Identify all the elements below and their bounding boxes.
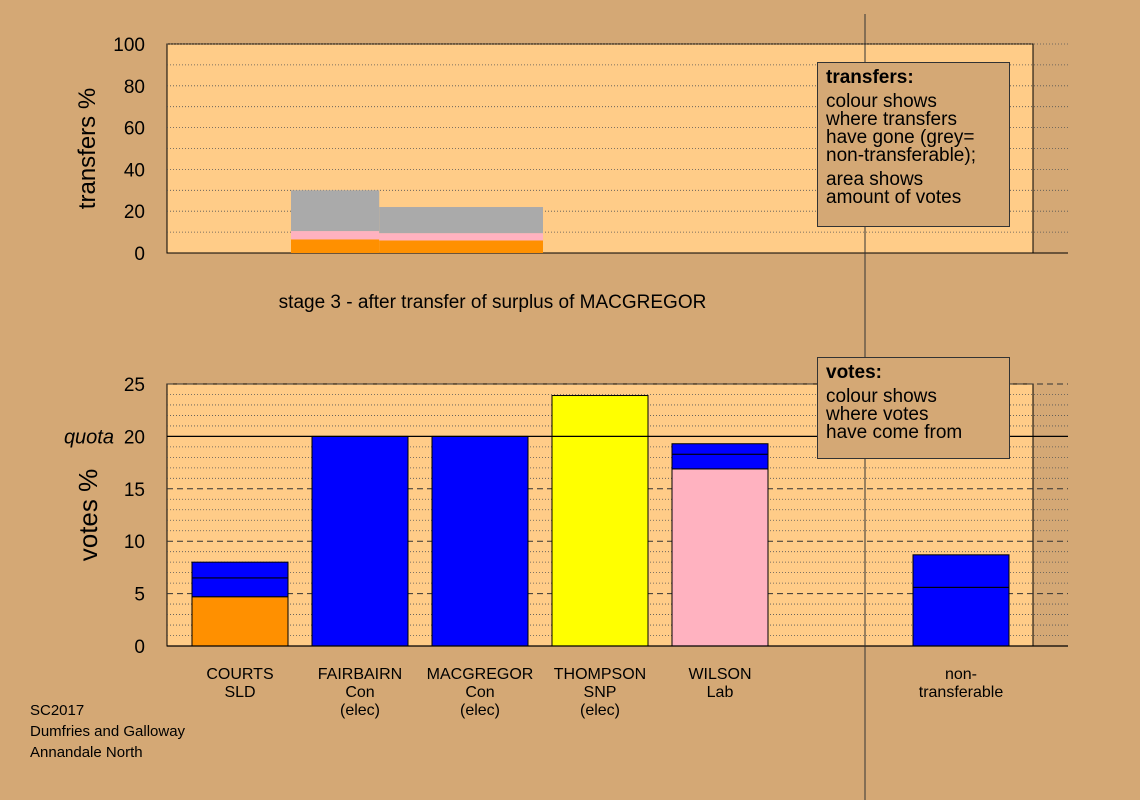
candidate-label: MACGREGOR	[427, 666, 534, 683]
votes-y-tick-label: 20	[124, 427, 145, 448]
vote-bar-segment	[912, 554, 1010, 588]
votes-y-tick-label: 5	[134, 585, 145, 606]
footer-line: Annandale North	[30, 744, 143, 761]
transfer-area	[291, 239, 380, 253]
votes-y-tick-label: 25	[124, 375, 145, 396]
candidate-label: THOMPSON	[554, 666, 646, 683]
footer-line: SC2017	[30, 702, 85, 719]
vote-bar-segment	[671, 443, 769, 455]
transfers-y-tick-label: 60	[124, 119, 145, 140]
transfers-y-tick-label: 80	[124, 77, 145, 98]
candidate-label: SLD	[224, 684, 255, 701]
transfer-area	[379, 207, 543, 234]
vote-bar-segment	[671, 453, 769, 470]
transfers-legend-line: amount of votes	[826, 187, 962, 208]
votes-legend-line: have come from	[826, 422, 963, 443]
vote-bar-segment	[431, 435, 529, 647]
votes-y-tick-label: 15	[124, 480, 145, 501]
transfers-legend-title: transfers:	[826, 67, 914, 88]
candidate-label: (elec)	[340, 702, 380, 719]
transfers-legend-line: area shows	[826, 169, 924, 190]
vote-bar-segment	[191, 561, 289, 579]
transfers-legend-line: colour shows	[826, 91, 937, 112]
transfers-legend: transfers: colour shows where transfers …	[817, 62, 1010, 227]
transfers-y-tick-label: 100	[113, 35, 145, 56]
transfer-area	[291, 231, 380, 240]
footer: SC2017 Dumfries and Galloway Annandale N…	[30, 700, 185, 763]
candidate-label: FAIRBAIRN	[318, 666, 402, 683]
transfer-area	[379, 240, 543, 253]
vote-bar-segment	[912, 586, 1010, 647]
votes-legend-line: where votes	[826, 404, 929, 425]
votes-legend-line: colour shows	[826, 386, 937, 407]
candidate-label: (elec)	[460, 702, 500, 719]
votes-legend: votes: colour shows where votes have com…	[817, 357, 1010, 459]
transfer-area	[291, 190, 380, 232]
candidate-label: WILSON	[688, 666, 751, 683]
vote-bar-segment	[551, 395, 649, 647]
transfers-y-tick-label: 0	[134, 244, 145, 265]
vote-bar-segment	[311, 435, 409, 647]
candidate-label: Con	[465, 684, 494, 701]
votes-y-tick-label: 10	[124, 532, 145, 553]
transfer-area	[379, 233, 543, 241]
footer-line: Dumfries and Galloway	[30, 723, 186, 740]
stage-label: stage 3 - after transfer of surplus of M…	[278, 292, 707, 313]
candidate-label: non-	[945, 666, 977, 683]
transfers-y-tick-label: 20	[124, 202, 145, 223]
candidate-label: COURTS	[206, 666, 273, 683]
candidate-label: Con	[345, 684, 374, 701]
vote-bar-segment	[671, 468, 769, 647]
candidate-label: SNP	[584, 684, 617, 701]
transfers-legend-line: have gone (grey=	[826, 127, 975, 148]
transfers-y-tick-label: 40	[124, 160, 145, 181]
votes-y-tick-label: 0	[134, 637, 145, 658]
transfers-y-axis-label: transfers %	[74, 88, 101, 209]
quota-label: quota	[64, 426, 114, 448]
candidate-label: transferable	[919, 684, 1004, 701]
votes-legend-title: votes:	[826, 362, 882, 383]
votes-y-axis-label: votes %	[73, 469, 103, 562]
candidate-label: (elec)	[580, 702, 620, 719]
vote-bar-segment	[191, 596, 289, 647]
vote-bar-segment	[191, 577, 289, 598]
transfers-legend-line: where transfers	[826, 109, 957, 130]
candidate-label: Lab	[707, 684, 734, 701]
transfers-legend-line: non-transferable);	[826, 145, 976, 166]
